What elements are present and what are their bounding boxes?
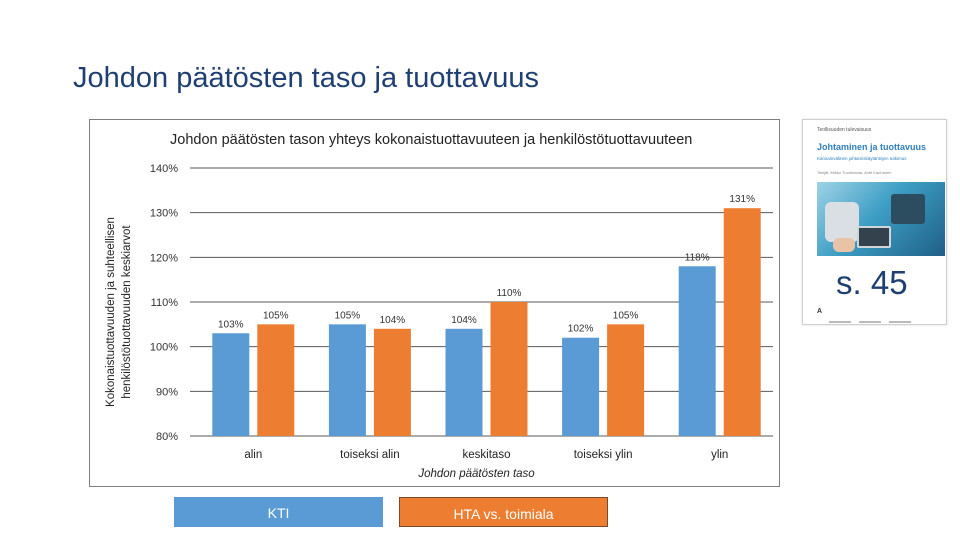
book-publisher-logo: A xyxy=(817,308,823,315)
chart-title: Johdon päätösten tason yhteys kokonaistu… xyxy=(170,132,692,148)
data-label: 105% xyxy=(613,310,639,321)
bar xyxy=(212,333,250,436)
chart-frame: Johdon päätösten tason yhteys kokonaistu… xyxy=(89,119,780,487)
x-tick-label: toiseksi ylin xyxy=(574,449,633,461)
y-axis-title: Kokonaistuottavuuden ja suhteellisen xyxy=(105,217,117,407)
x-tick-label: keskitaso xyxy=(463,449,511,461)
bar xyxy=(678,266,716,436)
slide-title: Johdon päätösten taso ja tuottavuus xyxy=(73,62,539,94)
legend-kti: KTI xyxy=(174,497,383,527)
y-tick-label: 140% xyxy=(150,163,178,175)
book-logo-lines xyxy=(829,310,929,323)
data-label: 105% xyxy=(335,310,361,321)
bar xyxy=(607,324,645,436)
x-tick-label: ylin xyxy=(711,449,728,461)
bar xyxy=(445,328,483,436)
y-tick-label: 80% xyxy=(156,431,178,443)
bar xyxy=(328,324,366,436)
bar xyxy=(490,302,528,436)
legend-hta: HTA vs. toimiala xyxy=(399,497,608,527)
book-title: Johtaminen ja tuottavuus xyxy=(817,142,927,152)
chart-svg: Johdon päätösten tason yhteys kokonaistu… xyxy=(105,132,773,480)
book-cover: Teollisuuden tulevaisuus Johtaminen ja t… xyxy=(802,119,947,325)
bar xyxy=(723,208,761,436)
data-label: 104% xyxy=(380,315,406,326)
data-label: 118% xyxy=(685,252,710,263)
book-series: Teollisuuden tulevaisuus xyxy=(817,127,872,133)
book-authors: Tekijät: Mikko Tuomiranta, Antti Kauhane… xyxy=(817,170,892,175)
bar xyxy=(562,337,600,436)
bar xyxy=(257,324,295,436)
data-label: 103% xyxy=(218,319,244,330)
data-label-bg xyxy=(728,192,757,206)
bar xyxy=(373,328,411,436)
data-label: 102% xyxy=(568,324,594,335)
y-tick-label: 110% xyxy=(151,297,179,309)
data-label: 104% xyxy=(451,315,477,326)
y-tick-label: 130% xyxy=(150,208,178,220)
page-reference: s. 45 xyxy=(830,263,914,303)
y-tick-label: 100% xyxy=(150,342,178,354)
book-subtitle: Kansainvälinen johtamiskäytäntöjen tutki… xyxy=(817,156,907,161)
x-tick-label: toiseksi alin xyxy=(340,449,399,461)
x-axis-title: Johdon päätösten taso xyxy=(417,468,535,480)
data-label: 105% xyxy=(263,310,289,321)
y-tick-label: 120% xyxy=(150,252,178,264)
y-axis-title: henkilöstötuottavuuden keskiarvot xyxy=(121,225,133,399)
x-tick-label: alin xyxy=(244,449,262,461)
y-tick-label: 90% xyxy=(156,386,178,398)
book-cover-image xyxy=(817,182,945,256)
data-label: 110% xyxy=(497,288,522,299)
data-label: 131% xyxy=(729,194,755,205)
